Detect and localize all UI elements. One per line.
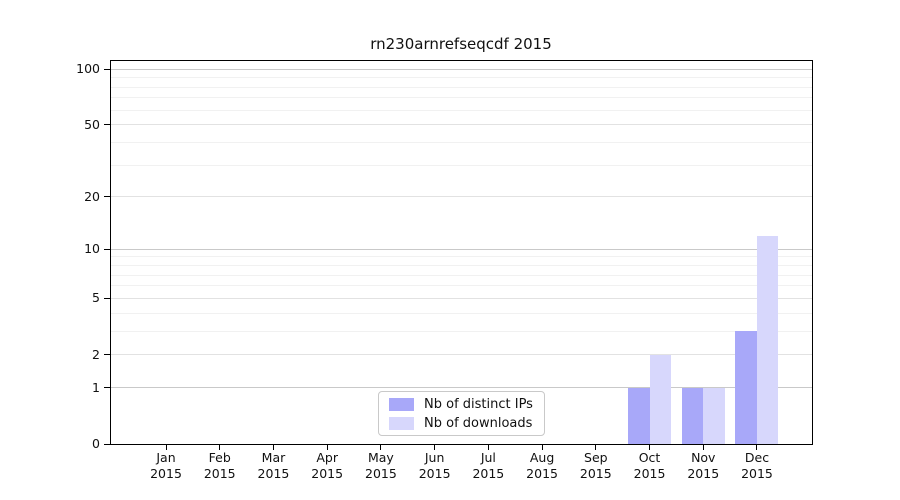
bar-distinct-ips-dec	[735, 331, 757, 444]
x-tick-label-feb: Feb 2015	[203, 450, 236, 481]
gridline-y-10	[110, 248, 812, 250]
gridline-y-100	[110, 68, 812, 70]
y-tick-label-0: 0	[92, 436, 100, 451]
gridline-y-90	[110, 77, 812, 79]
x-tick-label-sep: Sep 2015	[579, 450, 612, 481]
legend-swatch-downloads	[389, 416, 414, 430]
y-tick-100	[104, 68, 110, 70]
gridline-y-50	[110, 124, 812, 126]
x-tick-sep	[595, 444, 597, 450]
gridline-y-80	[110, 86, 812, 88]
gridline-y-2	[110, 354, 812, 356]
gridline-y-70	[110, 97, 812, 99]
x-tick-apr	[326, 444, 328, 450]
gridline-y-3	[110, 330, 812, 332]
gridline-y-7	[110, 274, 812, 276]
x-tick-label-dec: Dec 2015	[741, 450, 773, 481]
x-tick-mar	[272, 444, 274, 450]
gridline-y-8	[110, 265, 812, 267]
gridline-y-30	[110, 164, 812, 166]
y-tick-label-50: 50	[84, 116, 100, 132]
gridline-y-60	[110, 109, 812, 111]
x-tick-label-oct: Oct 2015	[633, 450, 666, 481]
gridline-y-9	[110, 256, 812, 258]
y-tick-0	[104, 443, 110, 445]
y-tick-50	[104, 124, 110, 126]
gridline-y-20	[110, 196, 812, 198]
x-tick-jan	[165, 444, 167, 450]
legend: Nb of distinct IPs Nb of downloads	[378, 391, 545, 436]
legend-label-downloads: Nb of downloads	[424, 415, 533, 431]
legend-label-distinct-ips: Nb of distinct IPs	[424, 396, 533, 412]
x-tick-label-may: May 2015	[365, 450, 397, 481]
y-tick-label-2: 2	[92, 346, 100, 362]
x-tick-jun	[434, 444, 436, 450]
x-tick-aug	[541, 444, 543, 450]
y-tick-label-100: 100	[76, 61, 100, 77]
legend-item-downloads: Nb of downloads	[389, 416, 536, 431]
x-tick-label-apr: Apr 2015	[311, 450, 344, 481]
y-tick-2	[104, 354, 110, 356]
x-tick-feb	[219, 444, 221, 450]
y-tick-label-1: 1	[92, 379, 100, 395]
x-tick-may	[380, 444, 382, 450]
x-tick-label-nov: Nov 2015	[687, 450, 720, 481]
bar-downloads-dec	[756, 235, 779, 444]
x-tick-nov	[702, 444, 704, 450]
x-tick-label-aug: Aug 2015	[526, 450, 558, 481]
y-tick-20	[104, 196, 110, 198]
y-tick-5	[104, 297, 110, 299]
x-tick-label-jan: Jan 2015	[150, 450, 182, 481]
y-tick-10	[104, 248, 110, 250]
gridline-y-5	[110, 297, 812, 299]
bar-distinct-ips-oct	[628, 387, 650, 444]
y-tick-label-20: 20	[84, 188, 100, 204]
x-tick-jul	[487, 444, 489, 450]
bar-distinct-ips-nov	[681, 387, 704, 444]
gridline-y-1	[110, 387, 812, 389]
x-tick-oct	[649, 444, 651, 450]
x-tick-label-jul: Jul 2015	[472, 450, 505, 481]
chart-title: rn230arnrefseqcdf 2015	[370, 35, 552, 53]
legend-swatch-distinct-ips	[389, 397, 414, 411]
bar-downloads-nov	[703, 387, 725, 444]
gridline-y-6	[110, 285, 812, 287]
y-tick-label-10: 10	[84, 241, 100, 257]
x-tick-label-jun: Jun 2015	[418, 450, 451, 481]
gridline-y-40	[110, 141, 812, 143]
y-tick-label-5: 5	[92, 290, 100, 306]
gridline-y-4	[110, 312, 812, 314]
x-tick-label-mar: Mar 2015	[257, 450, 290, 481]
y-tick-1	[104, 387, 110, 389]
x-tick-dec	[756, 444, 758, 450]
legend-item-distinct-ips: Nb of distinct IPs	[389, 397, 536, 412]
bar-downloads-oct	[649, 354, 672, 444]
